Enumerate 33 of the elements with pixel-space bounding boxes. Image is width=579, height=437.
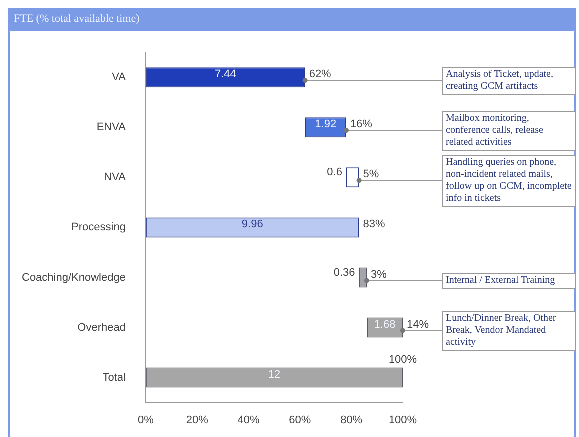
- data-label: 100%: [388, 354, 418, 366]
- data-label: 3%: [371, 268, 388, 281]
- annotation: Mailbox monitoring, conference calls, release related activities: [442, 110, 576, 151]
- y-tick-label: NVA: [104, 172, 127, 184]
- y-tick-label: Coaching/Knowledge: [22, 272, 126, 284]
- data-label: 5%: [363, 168, 380, 181]
- y-tick-label: VA: [112, 72, 127, 84]
- x-tick-label: 40%: [238, 414, 260, 426]
- annotation: 1.68: [374, 318, 396, 331]
- y-tick-label: Total: [102, 372, 126, 384]
- x-tick-label: 20%: [186, 414, 209, 426]
- x-tick-label: 100%: [388, 414, 418, 426]
- annotation: 7.44: [214, 68, 236, 81]
- annotation: 0.6: [327, 166, 342, 179]
- annotation: Handling queries on phone, non-incident related mails, follow up on GCM, incomplete info in tickets: [442, 154, 576, 207]
- data-label: 83%: [363, 218, 386, 231]
- annotation: 0.36: [334, 266, 356, 279]
- y-tick-label: ENVA: [96, 122, 127, 134]
- x-tick-label: 80%: [340, 414, 363, 426]
- annotation: 9.96: [242, 218, 264, 231]
- annotation: 1.92: [315, 118, 337, 131]
- annotation: Analysis of Ticket, update, creating GCM artifacts: [442, 66, 576, 95]
- annotation: Lunch/Dinner Break, Other Break, Vendor Mandated activity: [442, 310, 576, 351]
- annotation: 12: [268, 368, 281, 381]
- data-label: 14%: [407, 318, 430, 331]
- data-label: 62%: [309, 68, 332, 81]
- chart-title: FTE (% total available time): [8, 8, 576, 31]
- y-tick-label: Overhead: [78, 322, 126, 334]
- data-label: 16%: [350, 118, 373, 131]
- x-tick-label: 0%: [138, 414, 154, 426]
- x-tick-label: 60%: [289, 414, 312, 426]
- y-tick-label: Processing: [72, 222, 126, 234]
- annotation: Internal / External Training: [442, 272, 576, 289]
